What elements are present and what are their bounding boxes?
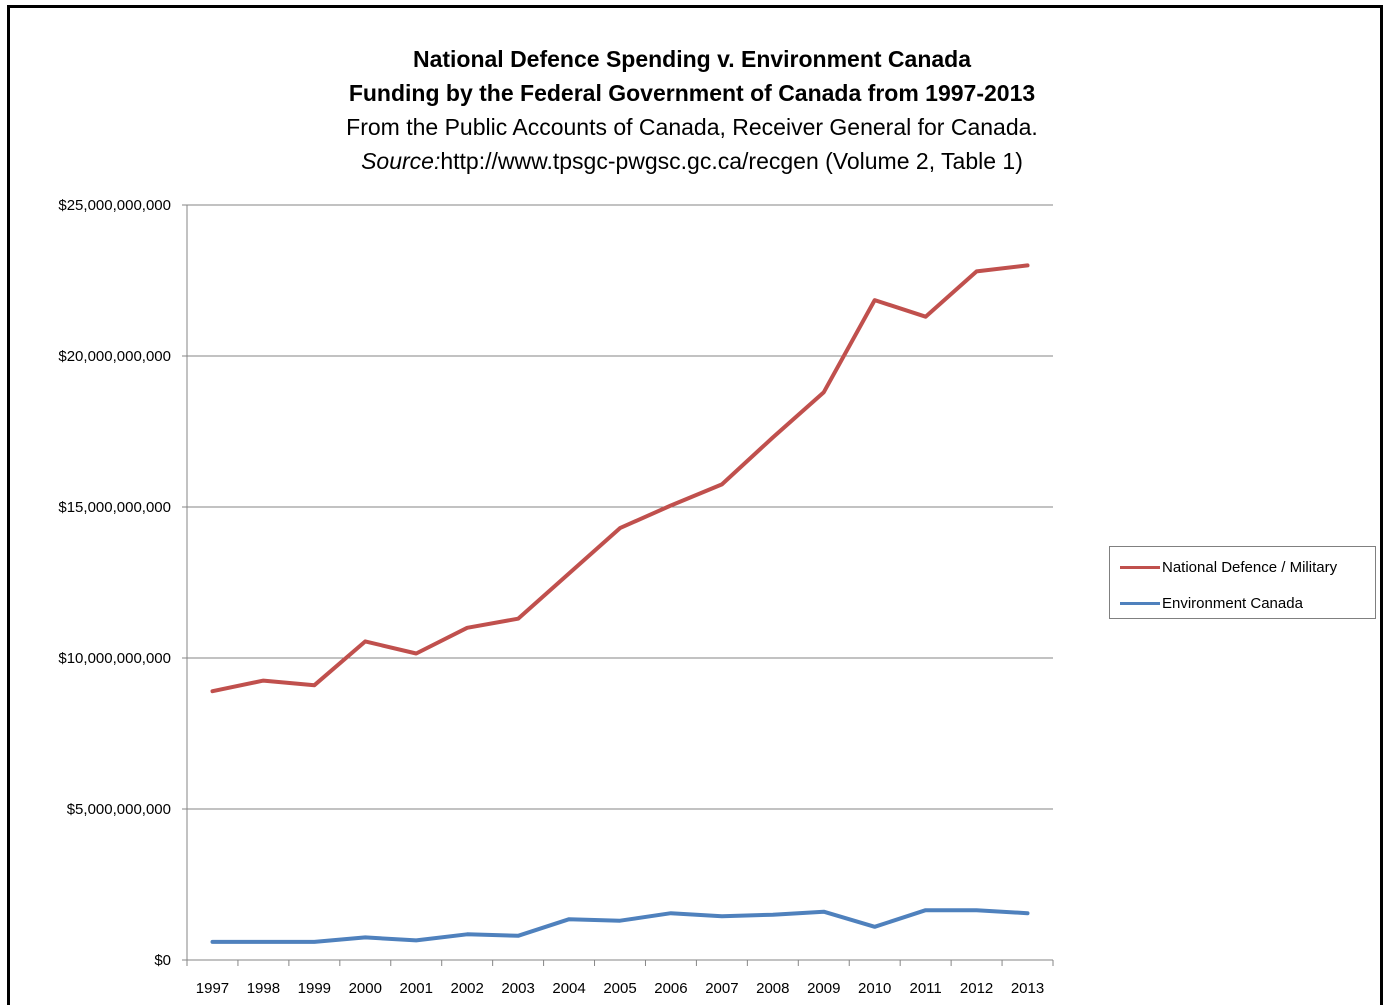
grid-lines [187,204,1053,810]
x-tick-label-2001: 2001 [400,980,433,997]
chart-titles: National Defence Spending v. Environment… [192,42,1192,178]
x-tick-label-2008: 2008 [756,980,789,997]
y-tick-label-2: $10,000,000,000 [58,650,171,667]
chart-title: National Defence Spending v. Environment… [412,46,972,72]
y-tick-labels: $0 $5,000,000,000 $10,000,000,000 $15,000,0… [58,197,171,969]
x-tick-label-2011: 2011 [910,980,942,997]
legend-item-environment: Environment Canada [1120,593,1303,613]
x-tick-label-2012: 2012 [960,980,993,997]
axes [182,204,1054,966]
x-tick-label-1999: 1999 [298,980,331,997]
x-tick-label-2002: 2002 [450,980,483,997]
y-tick-label-3: $15,000,000,000 [58,499,171,516]
x-tick-label-1998: 1998 [247,980,280,997]
legend-item-defence: National Defence / Military [1120,557,1337,577]
legend-swatch-defence [1120,565,1160,569]
x-tick-label-2003: 2003 [501,980,534,997]
x-tick-label-2000: 2000 [349,980,382,997]
y-tick-label-5: $25,000,000,000 [58,197,171,214]
series-lines [210,263,1030,944]
series-line-environment [210,908,1030,944]
x-tick-label-2013: 2013 [1011,980,1044,997]
y-tick-label-1: $5,000,000,000 [67,801,171,818]
legend: National Defence / Military Environment … [1109,546,1376,619]
y-tick-label-4: $20,000,000,000 [58,348,171,365]
x-tick-label-2005: 2005 [603,980,636,997]
legend-swatch-environment [1120,601,1160,605]
x-tick-label-2009: 2009 [807,980,840,997]
legend-label-environment: Environment Canada [1162,594,1303,612]
y-tick-label-0: $0 [154,952,171,969]
chart-subtitle: Funding by the Federal Government of Can… [348,80,1036,106]
chart-frame [7,5,1383,1005]
chart-note: From the Public Accounts of Canada, Rece… [346,114,1038,140]
series-line-defence [210,263,1030,694]
x-tick-labels: 1997 1998 1999 2000 2001 2002 2003 2004 2005 2006… [196,980,1044,997]
legend-label-defence: National Defence / Military [1162,558,1338,576]
x-tick-label-2007: 2007 [705,980,738,997]
source-label: Source: [361,148,441,174]
chart-source: Source:http://www.tpsgc-pwgsc.gc.ca/recg… [192,144,1192,178]
x-tick-label-2006: 2006 [654,980,687,997]
x-tick-label-1997: 1997 [196,980,229,997]
x-tick-label-2010: 2010 [858,980,891,997]
source-text: http://www.tpsgc-pwgsc.gc.ca/recgen (Vol… [440,148,1023,174]
x-tick-label-2004: 2004 [552,980,585,997]
